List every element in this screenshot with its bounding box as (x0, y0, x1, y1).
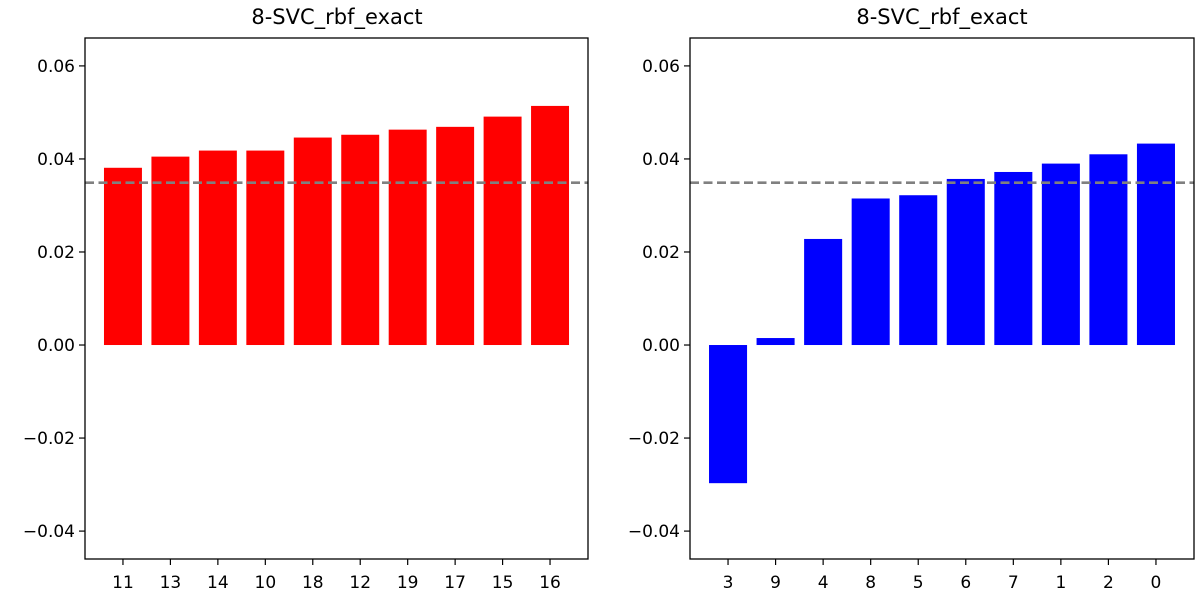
y-tick-label: −0.04 (628, 522, 680, 542)
x-tick-label: 8 (865, 573, 876, 593)
plot-frame (689, 37, 1195, 560)
x-tick-label: 6 (960, 573, 971, 593)
bar-16 (531, 105, 570, 346)
y-tick-label: 0.00 (642, 336, 680, 356)
x-tick-label: 19 (397, 573, 419, 593)
bar-15 (483, 116, 522, 346)
bar-2 (1089, 154, 1128, 346)
bar-1 (1041, 163, 1080, 346)
bar-8 (851, 198, 890, 346)
y-tick-label: 0.06 (37, 57, 75, 77)
bar-6 (946, 178, 985, 346)
bar-14 (198, 150, 237, 346)
x-tick-label: 11 (112, 573, 134, 593)
y-tick-label: 0.04 (37, 150, 75, 170)
x-tick-label: 7 (1008, 573, 1019, 593)
y-tick-label: 0.02 (642, 243, 680, 263)
chart-panel-right: 8-SVC_rbf_exact 3 9 4 8 5 6 7 1 2 0 −0.04 −0.02 0.00… (628, 5, 1195, 593)
bar-5 (899, 195, 938, 346)
x-tick-label: 0 (1151, 573, 1162, 593)
x-tick-label: 12 (349, 573, 371, 593)
bar-10 (246, 150, 285, 346)
bar-18 (293, 137, 332, 346)
y-tick-label: −0.02 (23, 429, 75, 449)
y-tick-label: −0.02 (628, 429, 680, 449)
y-tick-label: 0.00 (37, 336, 75, 356)
chart-title: 8-SVC_rbf_exact (856, 5, 1027, 30)
x-tick-label: 1 (1055, 573, 1066, 593)
bar-group (103, 105, 570, 346)
axis-ticks: 3 9 4 8 5 6 7 1 2 0 −0.04 −0.02 0.00 0.02 0.04 0.06 (628, 57, 1161, 593)
bar-group (709, 143, 1175, 484)
chart-panel-left: 8-SVC_rbf_exact 11 13 14 10 18 12 19 17 15 16 −0.0… (23, 5, 589, 593)
bar-17 (436, 126, 475, 346)
x-tick-label: 17 (444, 573, 466, 593)
chart-title: 8-SVC_rbf_exact (251, 5, 422, 30)
bar-4 (804, 238, 843, 346)
x-tick-label: 18 (302, 573, 324, 593)
x-tick-label: 9 (770, 573, 781, 593)
bar-12 (341, 134, 380, 346)
bar-13 (151, 156, 190, 346)
x-tick-label: 13 (160, 573, 182, 593)
x-tick-label: 2 (1103, 573, 1114, 593)
x-tick-label: 16 (539, 573, 561, 593)
x-tick-label: 4 (818, 573, 829, 593)
y-tick-label: 0.06 (642, 57, 680, 77)
x-tick-label: 10 (255, 573, 277, 593)
y-tick-label: 0.02 (37, 243, 75, 263)
bar-19 (388, 129, 427, 346)
bar-7 (994, 171, 1033, 346)
x-tick-label: 5 (913, 573, 924, 593)
bar-9 (756, 338, 795, 346)
bar-3 (709, 345, 748, 484)
x-tick-label: 3 (723, 573, 734, 593)
plot-frame (84, 37, 589, 560)
y-tick-label: 0.04 (642, 150, 680, 170)
axis-ticks: 11 13 14 10 18 12 19 17 15 16 −0.04 −0.02 0.00 0.02 0.… (23, 57, 561, 593)
x-tick-label: 14 (207, 573, 229, 593)
bar-11 (103, 167, 142, 346)
x-tick-label: 15 (492, 573, 514, 593)
bar-0 (1136, 143, 1175, 346)
y-tick-label: −0.04 (23, 522, 75, 542)
